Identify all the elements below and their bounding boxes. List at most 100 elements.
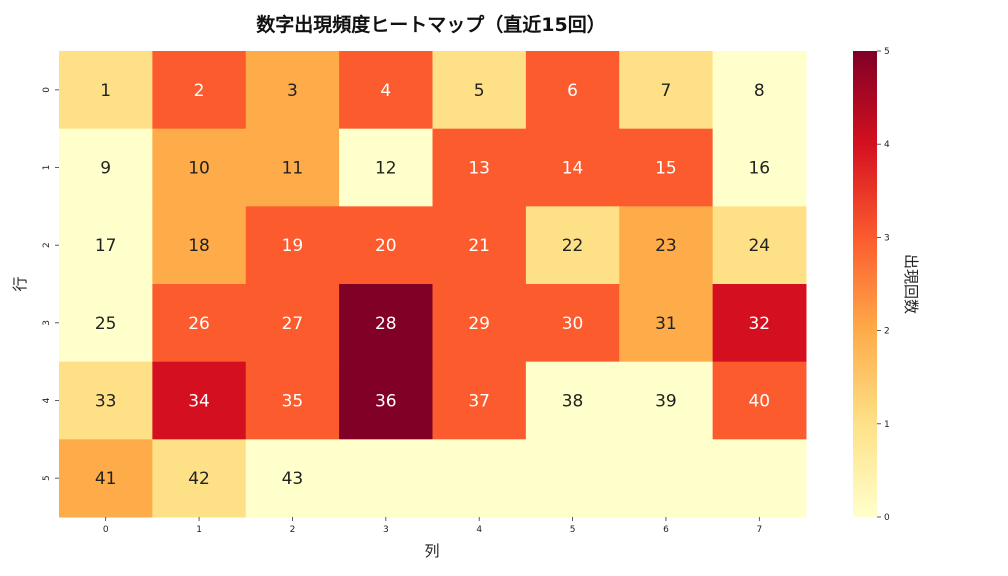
- y-axis-ticks: 0 1 2 3 4 5: [42, 87, 59, 481]
- colorbar-tick-label: 5: [884, 47, 890, 57]
- cell-label: 15: [655, 159, 677, 179]
- cell-label: 26: [188, 314, 210, 334]
- cell-label: 43: [282, 469, 304, 489]
- colorbar-tick-label: 0: [884, 513, 890, 523]
- cell-label: 7: [661, 81, 672, 101]
- colorbar-tick-label: 4: [884, 140, 890, 150]
- cell-label: 13: [468, 159, 490, 179]
- heatmap-cell: [525, 128, 620, 207]
- heatmap-cell: [432, 206, 527, 285]
- heatmap-cell: [152, 439, 247, 518]
- heatmap-cell: [525, 361, 620, 440]
- y-tick-label: 0: [42, 87, 52, 93]
- heatmap-cell: [59, 51, 153, 130]
- heatmap-cell: [432, 439, 527, 518]
- cell-label: 40: [748, 392, 770, 412]
- cell-label: 37: [468, 392, 490, 412]
- heatmap-cell: [432, 128, 527, 207]
- cell-label: 20: [375, 236, 397, 256]
- heatmap-cell: [619, 361, 714, 440]
- cell-label: 1: [100, 81, 111, 101]
- cell-label: 4: [380, 81, 391, 101]
- heatmap-cell: [712, 284, 807, 363]
- y-tick-label: 3: [42, 320, 52, 326]
- colorbar-tick-label: 1: [884, 420, 890, 430]
- cell-label: 9: [100, 159, 111, 179]
- heatmap-cell: [245, 51, 340, 130]
- heatmap-cell: [432, 51, 527, 130]
- y-tick-label: 1: [42, 165, 52, 171]
- heatmap-cell: [525, 284, 620, 363]
- cell-label: 42: [188, 469, 210, 489]
- y-tick-label: 4: [42, 397, 52, 403]
- heatmap-cell: [712, 51, 807, 130]
- cell-label: 10: [188, 159, 210, 179]
- cell-label: 27: [282, 314, 304, 334]
- heatmap-cell: [245, 206, 340, 285]
- heatmap-cell: [152, 128, 247, 207]
- heatmap-cell: [525, 206, 620, 285]
- heatmap-cell: [59, 439, 153, 518]
- y-tick-label: 2: [42, 242, 52, 248]
- heatmap-cell: [432, 361, 527, 440]
- cell-label: 18: [188, 236, 210, 256]
- cell-label: 29: [468, 314, 490, 334]
- cell-label: 17: [95, 236, 117, 256]
- cell-label: 28: [375, 314, 397, 334]
- colorbar: [853, 51, 877, 517]
- heatmap-cell: [245, 361, 340, 440]
- x-tick-label: 5: [570, 525, 576, 535]
- cell-label: 22: [562, 236, 584, 256]
- cell-label: 24: [748, 236, 770, 256]
- cell-label: 39: [655, 392, 677, 412]
- x-tick-label: 6: [663, 525, 669, 535]
- cell-label: 35: [282, 392, 304, 412]
- cell-label: 19: [282, 236, 304, 256]
- x-tick-label: 0: [103, 525, 109, 535]
- cell-label: 31: [655, 314, 677, 334]
- heatmap-cell: [152, 206, 247, 285]
- cell-label: 16: [748, 159, 770, 179]
- y-axis-label: 行: [11, 276, 29, 291]
- heatmap-cell: [59, 361, 153, 440]
- cell-label: 33: [95, 392, 117, 412]
- cell-label: 14: [562, 159, 584, 179]
- cell-label: 11: [282, 159, 304, 179]
- cell-label: 23: [655, 236, 677, 256]
- y-tick-label: 5: [42, 475, 52, 481]
- heatmap-cell: [245, 439, 340, 518]
- cell-label: 2: [194, 81, 205, 101]
- heatmap-cell: [339, 284, 433, 363]
- x-axis-ticks: 0 1 2 3 4 5 6 7: [103, 517, 762, 535]
- cell-label: 36: [375, 392, 397, 412]
- cell-label: 8: [754, 81, 765, 101]
- cell-label: 30: [562, 314, 584, 334]
- heatmap-cell: [712, 206, 807, 285]
- chart-title: 数字出現頻度ヒートマップ（直近15回）: [256, 13, 605, 36]
- x-tick-label: 1: [196, 525, 202, 535]
- x-tick-label: 7: [756, 525, 762, 535]
- heatmap-cell: [59, 128, 153, 207]
- cell-label: 3: [287, 81, 298, 101]
- heatmap-cell: [339, 439, 433, 518]
- x-tick-label: 2: [290, 525, 296, 535]
- heatmap-cell: [525, 51, 620, 130]
- heatmap-cell: [245, 284, 340, 363]
- cell-label: 38: [562, 392, 584, 412]
- heatmap-cell: [339, 361, 433, 440]
- heatmap-cell: [59, 206, 153, 285]
- colorbar-label: 出現回数: [902, 254, 920, 314]
- cell-label: 41: [95, 469, 117, 489]
- x-tick-label: 4: [476, 525, 482, 535]
- heatmap-cell: [432, 284, 527, 363]
- x-tick-label: 3: [383, 525, 389, 535]
- x-axis-label: 列: [424, 542, 439, 560]
- colorbar-ticks: 0 1 2 3 4 5: [877, 47, 890, 523]
- heatmap-cell: [245, 128, 340, 207]
- heatmap-cell: [712, 361, 807, 440]
- cell-label: 32: [748, 314, 770, 334]
- cell-label: 6: [567, 81, 578, 101]
- heatmap-cell: [525, 439, 620, 518]
